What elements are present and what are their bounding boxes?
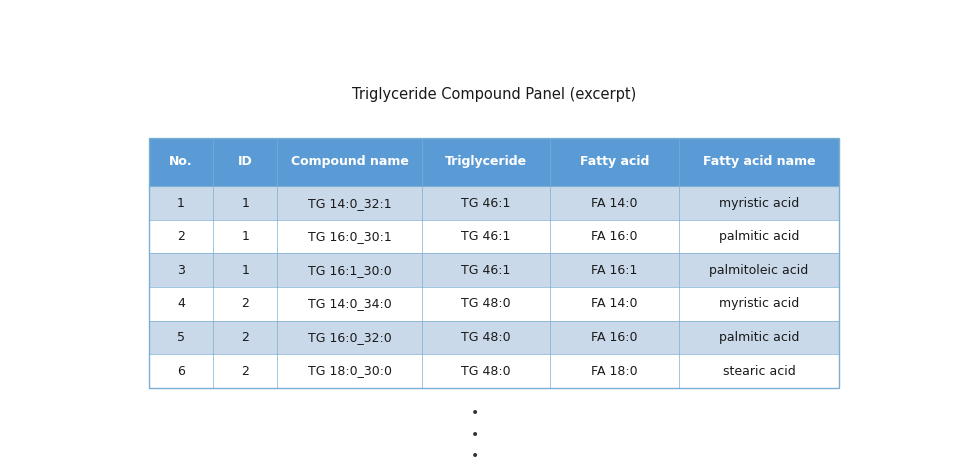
Text: FA 14:0: FA 14:0 (591, 197, 638, 210)
FancyBboxPatch shape (148, 186, 840, 220)
Text: 5: 5 (177, 331, 185, 344)
Text: myristic acid: myristic acid (719, 297, 799, 310)
Text: 1: 1 (177, 197, 185, 210)
FancyBboxPatch shape (148, 354, 840, 388)
Text: ID: ID (238, 155, 253, 168)
Text: stearic acid: stearic acid (723, 364, 795, 378)
Text: TG 14:0_34:0: TG 14:0_34:0 (308, 297, 391, 310)
Text: palmitoleic acid: palmitoleic acid (710, 264, 809, 277)
FancyBboxPatch shape (148, 321, 840, 354)
Text: TG 18:0_30:0: TG 18:0_30:0 (308, 364, 391, 378)
Text: TG 46:1: TG 46:1 (462, 230, 511, 243)
Text: palmitic acid: palmitic acid (719, 331, 799, 344)
Text: 1: 1 (241, 230, 249, 243)
Text: •: • (471, 428, 479, 442)
Text: 2: 2 (241, 331, 249, 344)
Text: 2: 2 (241, 364, 249, 378)
FancyBboxPatch shape (148, 220, 840, 253)
FancyBboxPatch shape (148, 253, 840, 287)
Text: 2: 2 (241, 297, 249, 310)
Text: TG 46:1: TG 46:1 (462, 264, 511, 277)
Text: 2: 2 (177, 230, 185, 243)
Text: TG 48:0: TG 48:0 (461, 364, 511, 378)
Text: 6: 6 (177, 364, 185, 378)
Text: Fatty acid: Fatty acid (579, 155, 649, 168)
Text: 3: 3 (177, 264, 185, 277)
Text: FA 14:0: FA 14:0 (591, 297, 638, 310)
Text: TG 16:0_32:0: TG 16:0_32:0 (308, 331, 391, 344)
Text: palmitic acid: palmitic acid (719, 230, 799, 243)
Text: TG 48:0: TG 48:0 (461, 297, 511, 310)
Text: FA 18:0: FA 18:0 (591, 364, 638, 378)
Text: TG 46:1: TG 46:1 (462, 197, 511, 210)
Text: 4: 4 (177, 297, 185, 310)
Text: TG 14:0_32:1: TG 14:0_32:1 (308, 197, 391, 210)
Text: FA 16:0: FA 16:0 (591, 331, 638, 344)
FancyBboxPatch shape (148, 137, 840, 186)
Text: FA 16:1: FA 16:1 (591, 264, 637, 277)
Text: TG 16:0_30:1: TG 16:0_30:1 (308, 230, 391, 243)
Text: 1: 1 (241, 197, 249, 210)
Text: FA 16:0: FA 16:0 (591, 230, 638, 243)
Text: No.: No. (170, 155, 193, 168)
Text: •: • (471, 406, 479, 420)
Text: Fatty acid name: Fatty acid name (703, 155, 816, 168)
Text: Compound name: Compound name (290, 155, 409, 168)
FancyBboxPatch shape (148, 287, 840, 321)
Text: Triglyceride: Triglyceride (445, 155, 527, 168)
Text: 1: 1 (241, 264, 249, 277)
Text: Triglyceride Compound Panel (excerpt): Triglyceride Compound Panel (excerpt) (352, 87, 636, 102)
Text: TG 16:1_30:0: TG 16:1_30:0 (308, 264, 391, 277)
Text: myristic acid: myristic acid (719, 197, 799, 210)
Text: •: • (471, 449, 479, 463)
Text: TG 48:0: TG 48:0 (461, 331, 511, 344)
